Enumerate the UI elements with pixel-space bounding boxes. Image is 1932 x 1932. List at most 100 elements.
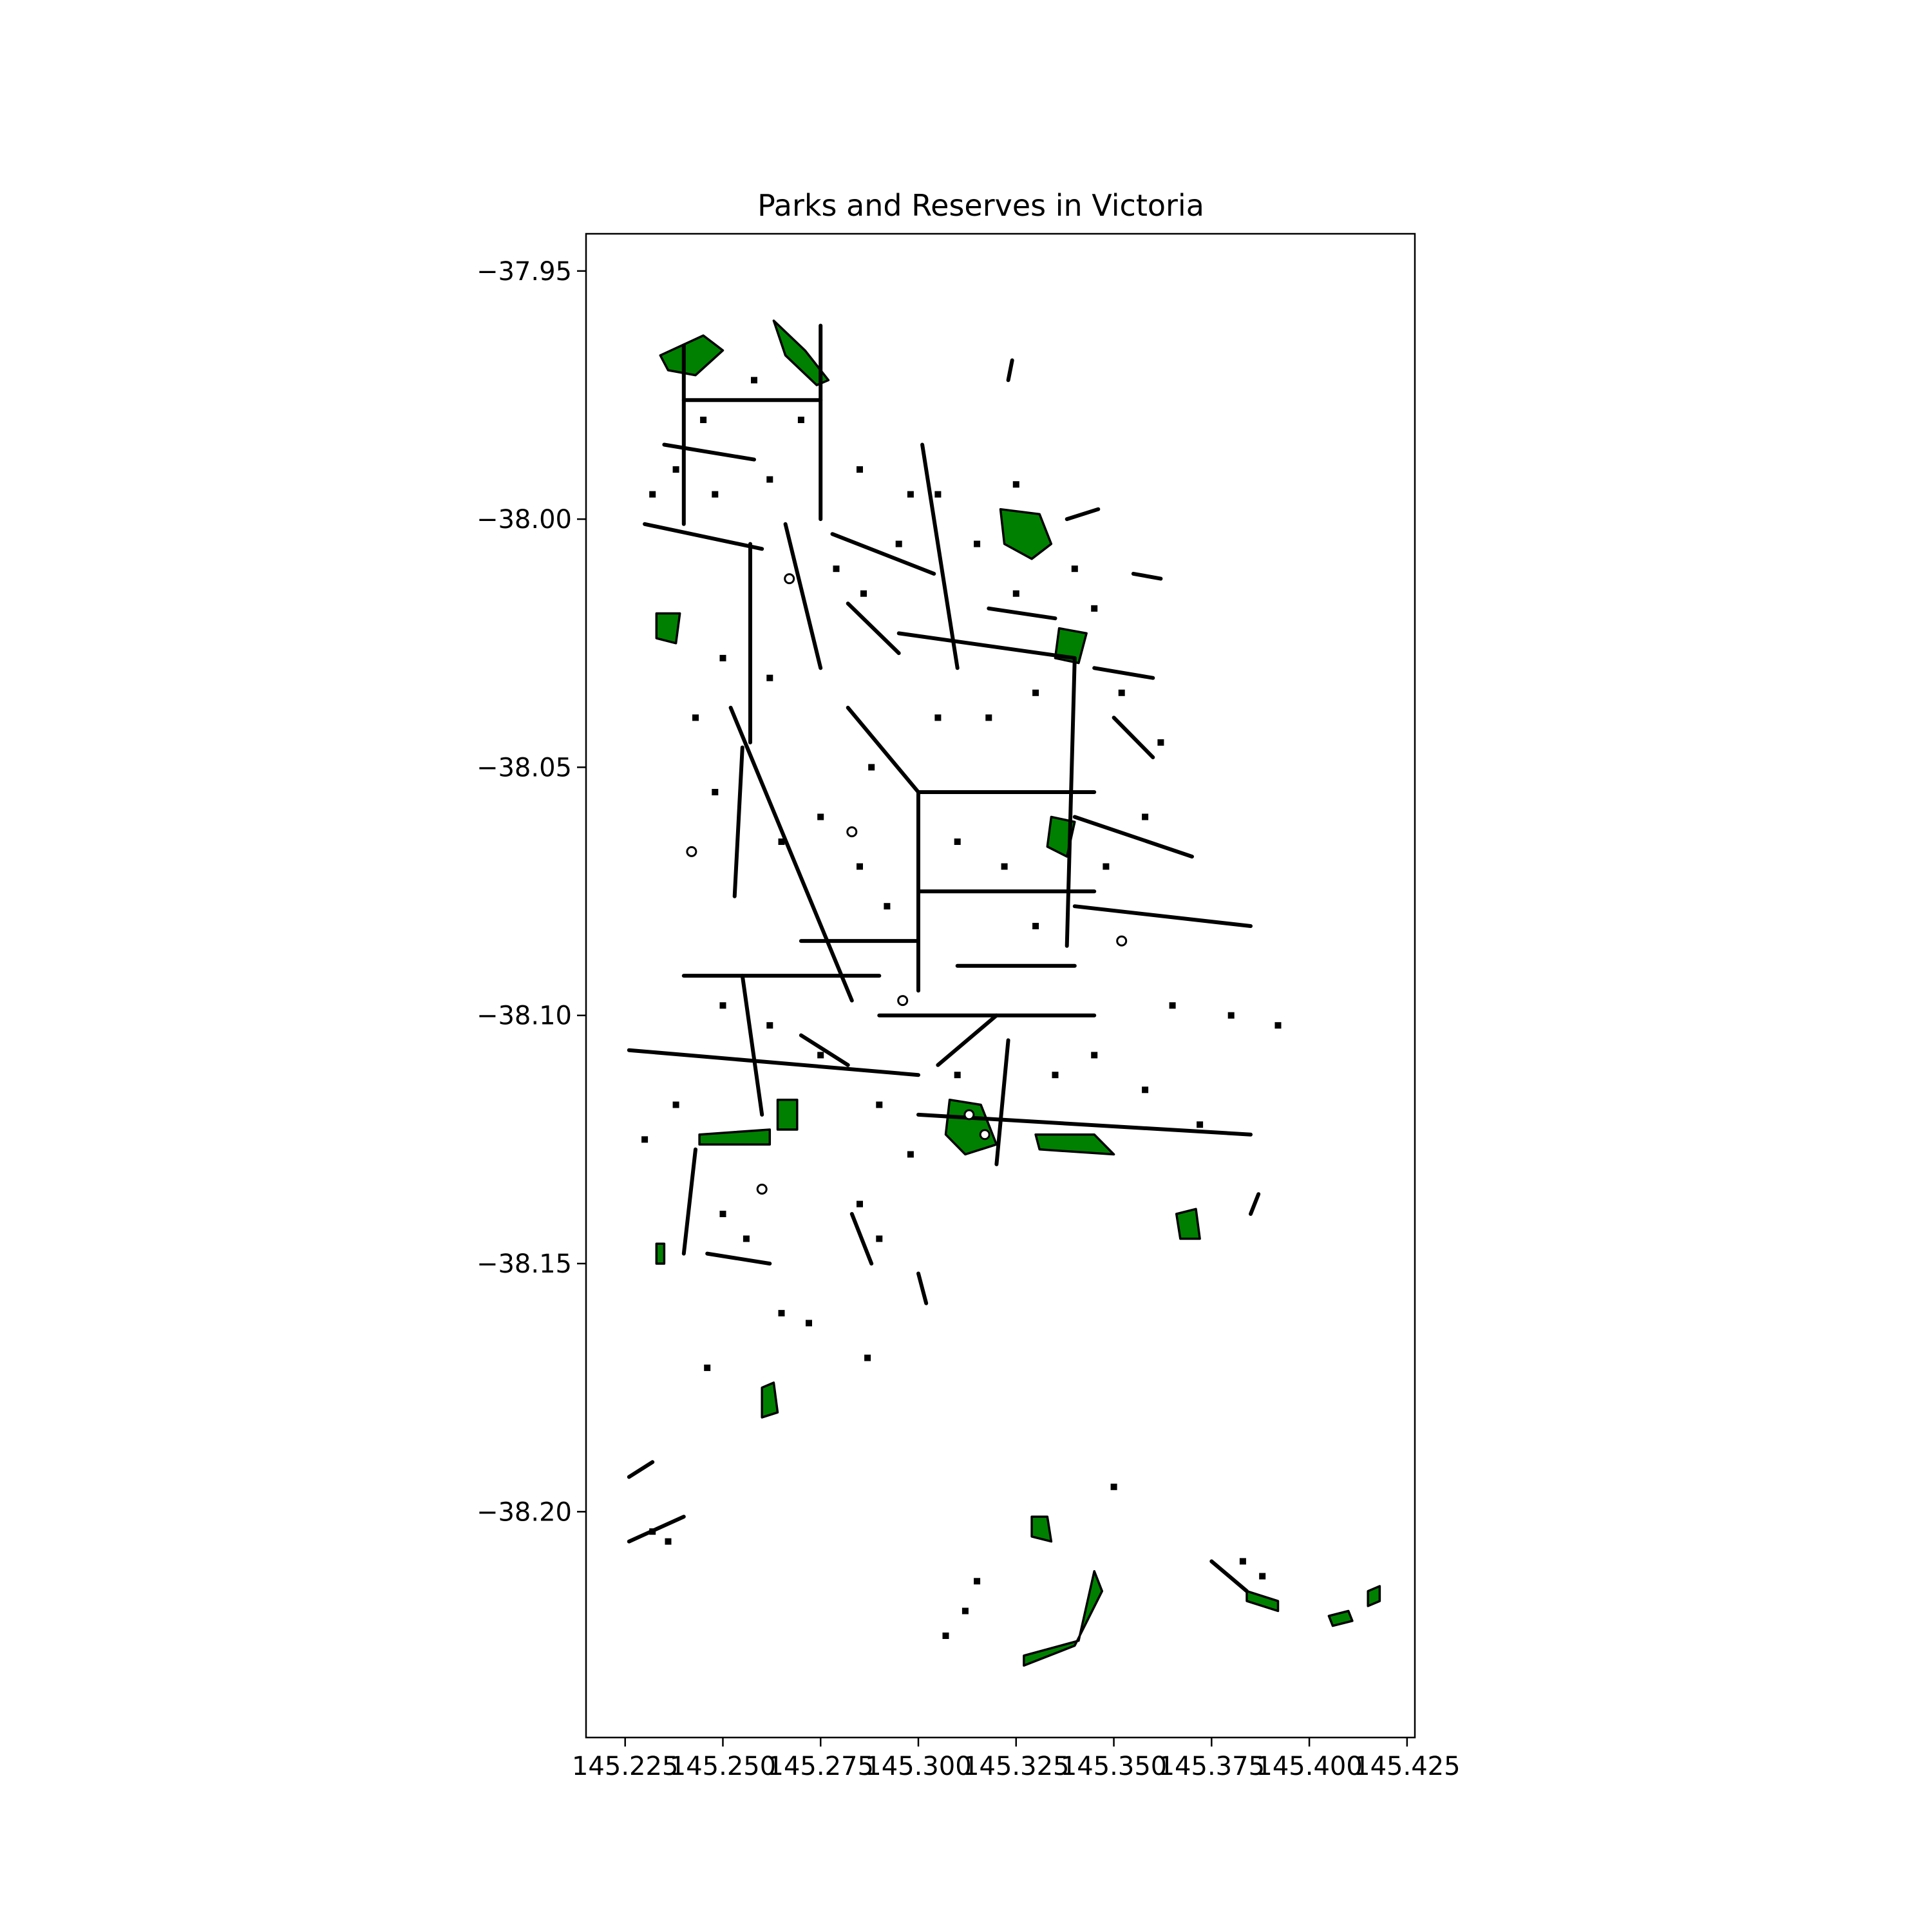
x-axis: 145.225145.250145.275145.300145.325145.3…: [572, 1738, 1461, 1781]
small-reserve: [704, 1364, 711, 1371]
small-reserve: [1091, 1052, 1098, 1059]
small-reserve: [1227, 1012, 1235, 1019]
park-south-west-band: [698, 1128, 772, 1146]
small-reserve: [1259, 1573, 1266, 1580]
small-reserve: [934, 714, 942, 721]
small-reserve: [766, 674, 773, 681]
small-reserve-ring: [846, 826, 858, 838]
axes-frame: [585, 232, 1416, 1739]
park-far-south-east-b: [1327, 1609, 1354, 1627]
small-reserve-ring: [686, 846, 697, 857]
y-tick-label: −37.95: [477, 257, 572, 287]
park-north-west: [659, 334, 724, 377]
small-reserve: [868, 764, 875, 771]
small-reserve: [1012, 481, 1019, 488]
small-reserve: [817, 1052, 824, 1059]
park-east-middle: [1054, 627, 1088, 665]
small-reserve: [766, 476, 773, 483]
reserve-outline: [1249, 1192, 1261, 1216]
park-north-east-large: [999, 507, 1053, 560]
small-reserve: [954, 838, 961, 845]
small-reserve: [860, 590, 867, 597]
small-reserve: [641, 1136, 649, 1143]
small-reserve: [907, 1151, 914, 1158]
small-reserve-ring: [897, 995, 909, 1007]
small-reserve: [692, 714, 699, 721]
small-reserve: [1274, 1022, 1282, 1029]
y-tick-label: −38.00: [477, 505, 572, 535]
small-reserve: [719, 654, 726, 661]
x-tick-label: 145.300: [865, 1752, 971, 1781]
y-tick-label: −38.05: [477, 753, 572, 782]
x-tick-label: 145.425: [1354, 1752, 1460, 1781]
x-tick-label: 145.325: [963, 1752, 1069, 1781]
y-axis: −37.95 −38.00 −38.05 −38.10 −38.15 −38.20: [477, 257, 586, 1527]
small-reserve: [719, 1002, 726, 1009]
small-reserve: [857, 1200, 863, 1208]
small-reserve: [1142, 813, 1149, 820]
reserve-outline: [627, 1048, 920, 1077]
small-reserve-ring: [963, 1109, 975, 1121]
reserve-outline: [1065, 507, 1101, 522]
small-reserve: [1157, 739, 1164, 746]
reserve-outline: [662, 442, 756, 462]
small-reserve: [857, 466, 863, 473]
x-tick-label: 145.250: [670, 1752, 776, 1781]
reserve-outline: [1209, 1559, 1249, 1593]
reserve-outline: [732, 745, 744, 898]
small-reserve: [1012, 590, 1019, 597]
park-far-south-west: [655, 1242, 666, 1265]
small-reserve: [974, 540, 981, 547]
small-reserve: [1001, 863, 1008, 870]
reserve-outline: [1065, 656, 1077, 948]
small-reserve-ring: [979, 1129, 990, 1141]
reserve-outline: [681, 1147, 697, 1256]
reserve-outline: [849, 1212, 874, 1266]
small-reserve: [672, 1101, 679, 1108]
y-tick-label: −38.10: [477, 1001, 572, 1031]
small-reserve: [907, 491, 914, 498]
x-tick-label: 145.275: [768, 1752, 874, 1781]
reserve-outline: [994, 1038, 1010, 1166]
small-reserve: [743, 1235, 750, 1242]
reserve-outline: [916, 1271, 929, 1305]
park-south-block-a: [776, 1098, 799, 1131]
reserve-outline: [1131, 571, 1163, 581]
reserve-outline: [846, 601, 901, 656]
small-reserve: [649, 1528, 656, 1535]
small-reserve: [833, 565, 840, 573]
small-reserve: [1169, 1002, 1176, 1009]
x-tick-label: 145.350: [1061, 1752, 1167, 1781]
small-reserve: [985, 714, 992, 721]
small-reserve: [817, 813, 824, 820]
small-reserve: [778, 838, 785, 845]
park-lone-south: [761, 1381, 779, 1419]
park-north-strip: [772, 319, 830, 386]
reserve-outline: [987, 606, 1057, 621]
reserve-outline: [920, 442, 960, 670]
reserve-outline: [705, 1251, 772, 1266]
reserve-outline: [1072, 904, 1253, 928]
small-reserve: [751, 377, 757, 384]
small-reserve: [649, 491, 656, 498]
park-far-south-east-a: [1245, 1589, 1280, 1613]
small-reserve: [934, 491, 942, 498]
small-reserve: [954, 1072, 961, 1079]
small-reserve: [884, 903, 891, 910]
reserve-outline: [783, 522, 823, 670]
reserve-outline: [936, 1013, 999, 1067]
small-reserve: [712, 491, 719, 498]
x-tick-label: 145.400: [1256, 1752, 1362, 1781]
reserve-outline: [728, 705, 854, 1003]
small-reserve: [974, 1578, 981, 1585]
roads-layer: [627, 323, 1261, 1593]
small-reserve-ring: [756, 1184, 768, 1195]
reserve-outline: [916, 1112, 1253, 1137]
x-tick-label: 145.225: [572, 1752, 678, 1781]
reserve-outline: [830, 532, 936, 576]
small-reserve: [942, 1633, 949, 1639]
park-far-south-east-c: [1367, 1585, 1381, 1607]
reserve-outline: [799, 1033, 850, 1067]
reserve-outline: [643, 522, 764, 551]
